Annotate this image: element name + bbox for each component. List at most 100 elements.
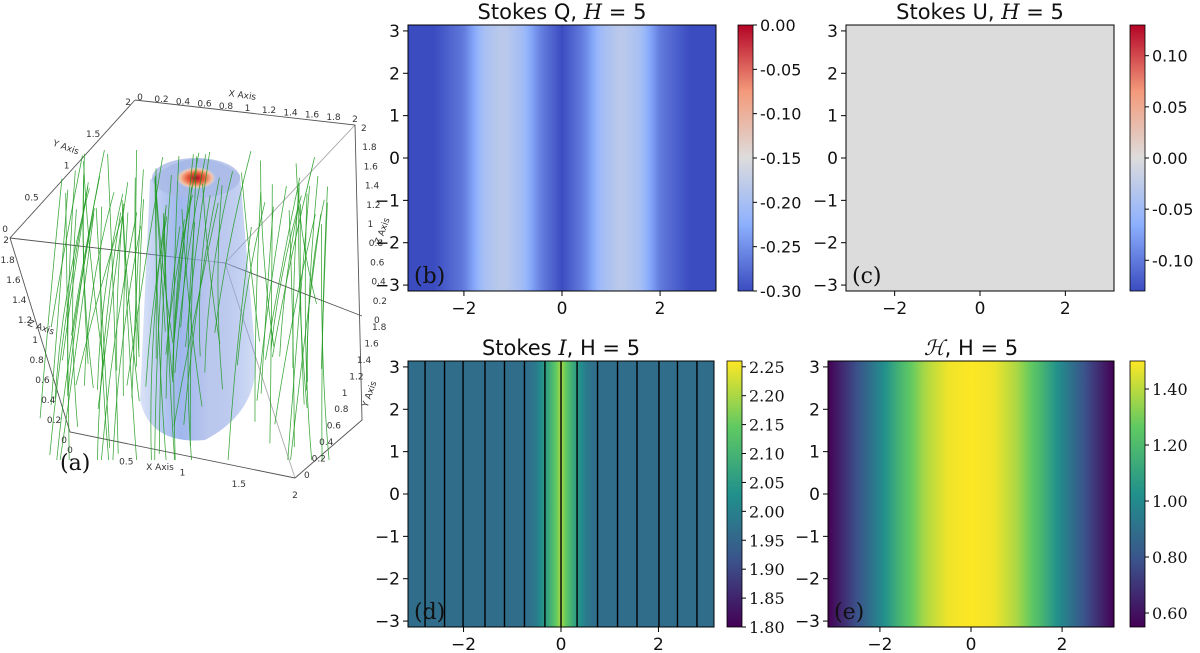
axis3d-tick-label: 0.6 [35, 376, 50, 386]
axis3d-name: Y Axis [360, 380, 379, 410]
axis3d-tick-label: 2 [292, 491, 298, 501]
axis3d-tick-label: 0 [61, 436, 67, 446]
field-line [49, 186, 89, 456]
field-line [183, 177, 220, 425]
cbar-tick-label: 0.00 [760, 16, 796, 35]
field-line [158, 174, 172, 454]
field-line [241, 172, 260, 342]
axis3d-tick-label: 0.2 [47, 416, 61, 426]
ytick-label: 3 [389, 22, 400, 42]
axis3d-tick-label: 1.6 [305, 111, 320, 121]
axis3d-tick-label: 1.5 [232, 480, 246, 490]
xtick-label: 0 [975, 299, 986, 319]
field-line [163, 222, 175, 461]
field-line [321, 202, 328, 369]
title-rest: = 5 [602, 0, 646, 24]
field-line [82, 174, 94, 388]
heatmap-image-e [828, 361, 1114, 627]
axis3d-tick-label: 0.6 [327, 422, 342, 432]
title-var: H [583, 0, 603, 24]
title-e: ℋ, H = 5 [924, 336, 1018, 360]
ytick-label: 3 [389, 358, 400, 378]
axis3d-tick-label: 1.5 [86, 130, 100, 140]
field-line [101, 212, 138, 461]
field-line [295, 163, 317, 304]
field-line [189, 156, 198, 446]
ytick-label: −2 [375, 570, 400, 590]
cbar-tick-label: -0.05 [760, 60, 801, 79]
field-line [150, 204, 167, 461]
panel-label-c: (c) [852, 264, 882, 289]
colorbar-b [737, 24, 754, 292]
field-line [100, 206, 110, 461]
colorbar-e [1129, 360, 1146, 628]
field-line [287, 185, 310, 461]
axis3d-name: Z Axis [26, 319, 56, 338]
ytick-label: 3 [809, 358, 820, 378]
field-line [198, 195, 211, 357]
ytick-label: 1 [389, 443, 400, 463]
axis3d-name: X Axis [228, 89, 257, 103]
cbar-tick-label: 0.60 [1152, 604, 1188, 623]
axis3d-name: Y Axis [50, 138, 80, 157]
field-line [39, 178, 63, 419]
axis3d-tick-label: 0 [137, 93, 143, 103]
field-line [174, 154, 207, 373]
ytick-label: −3 [375, 276, 400, 296]
panel-a-3d-volume: 0 0.2 0.4 0.6 0.8 1 1.2 1.4 1.6 1.8 200.511.5221.5… [0, 89, 392, 501]
xtick-label: 2 [655, 299, 666, 319]
cbar-tick-label: -0.10 [760, 105, 801, 124]
field-line [217, 185, 223, 390]
field-line [138, 199, 144, 350]
field-line [270, 195, 302, 350]
axis3d-name: X Axis [146, 463, 174, 473]
axis3d-tick-label: 0 [2, 225, 8, 235]
axis3d-tick-label: 1.6 [6, 276, 21, 286]
field-line [180, 186, 192, 328]
title-var: I [557, 336, 567, 360]
xtick-label: 2 [1057, 635, 1068, 653]
field-line [265, 177, 301, 360]
axis3d-tick-label: 0.8 [219, 102, 234, 112]
axis3d-tick-label: 2 [125, 98, 131, 108]
field-line [173, 154, 194, 342]
field-line [122, 209, 140, 402]
ytick-label: −3 [813, 276, 838, 296]
field-line [202, 183, 221, 345]
heatmap-panels: Stokes Q, H = 5 −2 0 2 −3 −2 −1 0 1 2 3 (b) 0.00 -0.0… [375, 0, 1193, 653]
axis3d-tick-label: 2 [352, 115, 358, 125]
3d-axis-labels: 0 0.2 0.4 0.6 0.8 1 1.2 1.4 1.6 1.8 200.511.5221.5… [0, 89, 392, 501]
axis3d-tick-label: 2 [3, 236, 9, 246]
panel-d: Stokes I, H = 5 −2 0 2 −3 −2 −1 0 1 2 3 (d) 2.25 2.20… [375, 336, 785, 653]
ytick-label: 2 [809, 400, 820, 420]
cbar-tick-label: 2.25 [749, 358, 785, 377]
heatmap-image-b [408, 25, 716, 291]
field-line [214, 150, 252, 333]
field-line [107, 153, 119, 454]
field-line [173, 202, 219, 427]
field-line [256, 186, 287, 401]
magnetic-field-lines [39, 149, 330, 461]
axis3d-tick-label: 0.2 [312, 455, 326, 465]
cbar-tick-label: -0.30 [760, 282, 801, 301]
field-line [269, 184, 273, 444]
panel-label-b: (b) [414, 264, 445, 289]
cbar-tick-label: 1.20 [1152, 436, 1188, 455]
axis3d-tick-label: 0 [374, 316, 380, 326]
colorbar-d [726, 360, 743, 628]
cbar-tick-label: 0.80 [1152, 548, 1188, 567]
axis3d-tick-label: 1.2 [349, 372, 363, 382]
ytick-label: −2 [813, 234, 838, 254]
title-b: Stokes Q, H = 5 [478, 0, 647, 24]
xtick-label: 0 [556, 635, 567, 653]
field-line [306, 199, 325, 383]
cbar-tick-label: -0.25 [760, 238, 801, 257]
ytick-label: 1 [389, 107, 400, 127]
field-line [122, 212, 129, 396]
field-line [95, 207, 110, 448]
xtick-label: 0 [966, 635, 977, 653]
field-line [131, 169, 144, 399]
axis3d-tick-label: 0.5 [24, 193, 38, 203]
panel-label-a: (a) [60, 451, 90, 476]
axis3d-tick-label: 0.2 [154, 95, 168, 105]
